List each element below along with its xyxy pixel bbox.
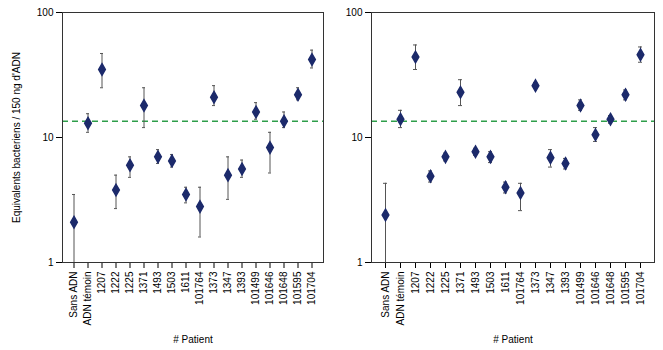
svg-text:1611: 1611	[500, 271, 511, 293]
svg-text:101704: 101704	[306, 271, 317, 305]
svg-text:1371: 1371	[138, 271, 149, 294]
svg-text:1225: 1225	[124, 271, 135, 294]
svg-text:Sans ADN: Sans ADN	[380, 272, 391, 318]
svg-text:10: 10	[42, 132, 54, 143]
svg-text:100: 100	[37, 7, 54, 18]
svg-text:101499: 101499	[575, 271, 586, 305]
svg-text:ADN témoin: ADN témoin	[395, 272, 406, 326]
svg-text:# Patient: # Patient	[493, 334, 533, 345]
svg-text:1: 1	[357, 257, 363, 268]
svg-text:Equivalents bacteriens / 150 n: Equivalents bacteriens / 150 ng d'ADN	[11, 52, 22, 223]
svg-text:1207: 1207	[96, 271, 107, 294]
svg-text:1347: 1347	[545, 271, 556, 294]
svg-text:100: 100	[346, 7, 363, 18]
svg-text:Sans ADN: Sans ADN	[68, 272, 79, 318]
svg-text:1347: 1347	[222, 271, 233, 294]
svg-text:101595: 101595	[292, 271, 303, 305]
svg-text:1: 1	[48, 257, 54, 268]
svg-text:101764: 101764	[515, 271, 526, 305]
svg-text:1493: 1493	[470, 271, 481, 294]
svg-text:101704: 101704	[635, 271, 646, 305]
svg-text:1373: 1373	[530, 271, 541, 294]
svg-text:1371: 1371	[455, 271, 466, 294]
svg-text:1393: 1393	[560, 271, 571, 294]
svg-text:101595: 101595	[620, 271, 631, 305]
svg-text:1207: 1207	[410, 271, 421, 294]
svg-text:101764: 101764	[194, 271, 205, 305]
svg-text:101648: 101648	[605, 271, 616, 305]
svg-text:1222: 1222	[110, 271, 121, 294]
svg-text:1222: 1222	[425, 271, 436, 294]
svg-text:1503: 1503	[485, 271, 496, 294]
svg-text:1373: 1373	[208, 271, 219, 294]
svg-text:1611: 1611	[180, 271, 191, 293]
svg-text:101648: 101648	[278, 271, 289, 305]
svg-text:# Patient: # Patient	[173, 334, 213, 345]
svg-text:101646: 101646	[590, 271, 601, 305]
svg-text:1503: 1503	[166, 271, 177, 294]
svg-text:101499: 101499	[250, 271, 261, 305]
svg-text:101646: 101646	[264, 271, 275, 305]
svg-text:1493: 1493	[152, 271, 163, 294]
svg-text:1393: 1393	[236, 271, 247, 294]
svg-text:ADN témoin: ADN témoin	[82, 272, 93, 326]
svg-text:10: 10	[351, 132, 363, 143]
svg-text:1225: 1225	[440, 271, 451, 294]
